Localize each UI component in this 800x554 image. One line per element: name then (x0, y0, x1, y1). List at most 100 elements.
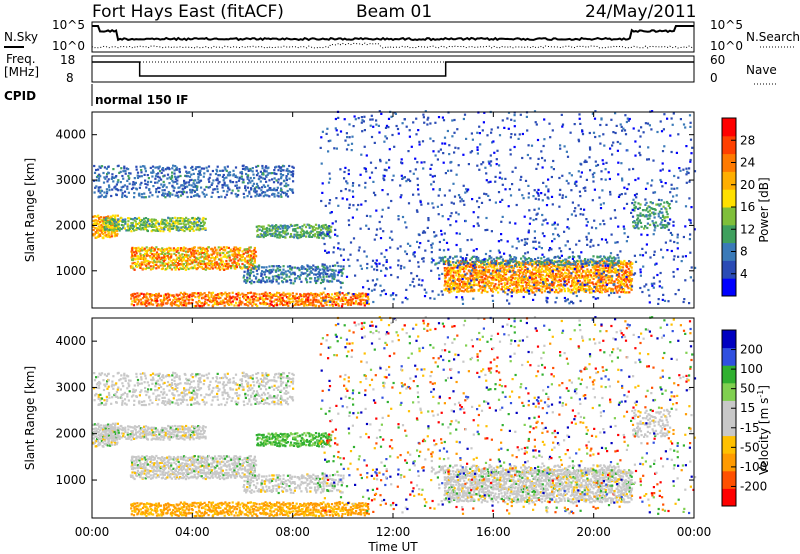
power-pixel (533, 261, 536, 264)
power-pixel (197, 296, 201, 299)
power-pixel (375, 228, 379, 231)
power-pixel (322, 271, 325, 274)
power-pixel (339, 265, 342, 268)
power-pixel (102, 181, 106, 184)
power-pixel (165, 254, 168, 258)
power-pixel (262, 233, 265, 236)
power-pixel (416, 161, 419, 164)
power-pixel (334, 220, 337, 223)
power-pixel (448, 189, 451, 192)
power-pixel (211, 265, 214, 268)
power-pixel (258, 225, 261, 228)
power-pixel (424, 110, 427, 113)
power-pixel (455, 286, 458, 289)
power-pixel (409, 284, 412, 287)
power-pixel (216, 267, 219, 270)
power-pixel (652, 211, 655, 214)
power-pixel (589, 287, 592, 290)
power-pixel (361, 119, 364, 122)
power-pixel (446, 258, 449, 261)
power-pixel (351, 298, 354, 301)
power-pixel (625, 277, 628, 280)
power-pixel (504, 271, 507, 274)
power-pixel (312, 264, 315, 267)
power-pixel (281, 235, 284, 238)
power-pixel (160, 303, 163, 306)
power-pixel (302, 272, 305, 275)
power-pixel (515, 286, 518, 289)
power-pixel (487, 284, 490, 288)
power-pixel (131, 254, 134, 257)
power-pixel (508, 261, 511, 264)
power-pixel (262, 303, 265, 306)
power-pixel (190, 195, 193, 198)
power-pixel (170, 174, 174, 177)
power-pixel (324, 271, 327, 274)
power-pixel (222, 293, 225, 296)
power-pixel (467, 188, 470, 191)
power-pixel (225, 262, 228, 265)
power-pixel (421, 257, 424, 260)
power-pixel (152, 266, 155, 269)
power-pixel (566, 276, 569, 279)
power-pixel (523, 261, 526, 264)
power-pixel (336, 261, 339, 264)
power-pixel (220, 247, 223, 250)
power-pixel (143, 196, 146, 199)
power-pixel (191, 227, 194, 231)
power-pixel (274, 298, 277, 301)
power-pixel (487, 280, 491, 283)
power-pixel (240, 300, 243, 303)
power-pixel (143, 295, 146, 298)
power-pixel (498, 280, 501, 283)
power-pixel (166, 301, 169, 304)
power-pixel (493, 271, 496, 274)
power-pixel (472, 269, 475, 272)
power-pixel (192, 251, 195, 254)
power-pixel (249, 250, 252, 253)
power-pixel (405, 180, 408, 183)
power-pixel (347, 301, 350, 304)
power-pixel (269, 233, 272, 236)
power-pixel (156, 255, 159, 258)
power-pixel (579, 276, 583, 279)
power-pixel (142, 165, 145, 168)
power-pixel (604, 256, 607, 259)
power-pixel (291, 165, 294, 168)
power-pixel (311, 230, 314, 233)
power-pixel (173, 220, 176, 223)
power-pixel (480, 263, 483, 266)
power-pixel (403, 176, 406, 179)
power-pixel (537, 283, 540, 286)
power-pixel (385, 259, 388, 262)
power-pixel (285, 229, 289, 232)
station-title: Fort Hays East (fitACF) (92, 2, 284, 22)
power-pixel (265, 276, 268, 279)
power-pixel (331, 275, 334, 278)
power-pixel (212, 179, 215, 182)
power-pixel (659, 203, 662, 206)
power-pixel (464, 267, 467, 270)
power-pixel (152, 265, 155, 268)
power-pixel (165, 219, 168, 222)
power-pixel (100, 231, 103, 234)
power-pixel (263, 273, 266, 276)
power-pixel (131, 300, 134, 303)
power-pixel (232, 250, 235, 253)
power-pixel (161, 185, 164, 188)
power-pixel (234, 267, 237, 270)
power-pixel (102, 220, 105, 223)
power-pixel (203, 256, 206, 259)
power-pixel (438, 248, 441, 251)
power-pixel (444, 280, 447, 283)
power-pixel (329, 268, 332, 271)
power-pixel (303, 223, 306, 226)
power-pixel (497, 286, 500, 289)
power-pixel (298, 236, 301, 239)
power-pixel (155, 295, 158, 298)
power-pixel (297, 297, 300, 300)
power-pixel (209, 173, 212, 176)
power-pixel (320, 162, 323, 165)
power-pixel (464, 191, 467, 194)
power-pixel (279, 294, 282, 297)
